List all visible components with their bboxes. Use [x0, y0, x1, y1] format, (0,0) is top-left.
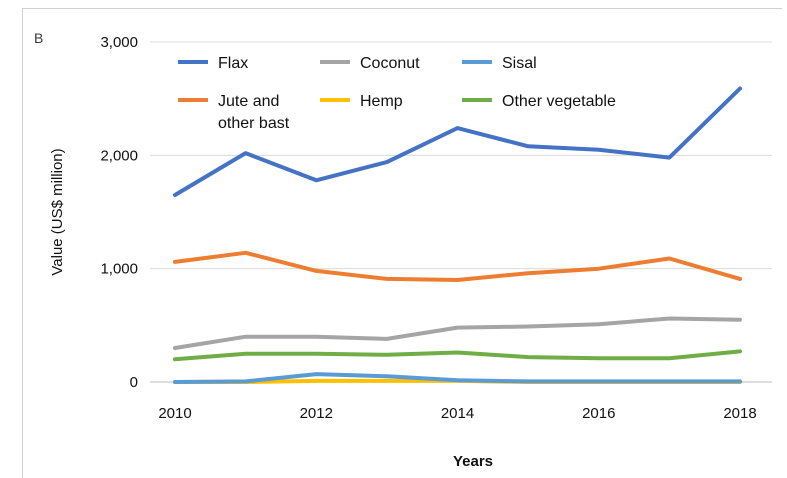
legend-label: Other vegetable — [502, 93, 616, 110]
series-line-jute-and-other-bast — [173, 250, 742, 282]
x-axis-ticks: 2010 2012 2014 2016 2018 — [158, 405, 756, 422]
x-tick-label: 2010 — [158, 405, 191, 422]
frame-left-border — [22, 8, 23, 478]
x-tick-label: 2018 — [723, 405, 756, 422]
x-axis-label: Years — [453, 453, 493, 469]
legend-label: Hemp — [360, 93, 403, 110]
x-tick-label: 2016 — [582, 405, 615, 422]
x-tick-label: 2012 — [300, 405, 333, 422]
series-line-flax — [173, 86, 742, 197]
frame-top-border — [22, 8, 782, 9]
y-tick-label: 0 — [130, 374, 138, 391]
panel-label: B — [34, 30, 44, 46]
legend-label: Sisal — [502, 55, 537, 72]
legend-label: Coconut — [360, 55, 420, 72]
series-line-sisal — [173, 372, 742, 384]
series-line-other-vegetable — [173, 349, 742, 362]
y-axis-label: Value (US$ million) — [49, 148, 66, 275]
legend-label: Jute and other bast — [218, 93, 290, 132]
y-axis-ticks: 0 1,000 2,000 3,000 — [100, 34, 138, 391]
series-line-coconut — [173, 316, 742, 350]
x-tick-label: 2014 — [441, 405, 474, 422]
legend: Flax Coconut Sisal Jute and other bast Hemp Ot… — [178, 55, 616, 132]
y-tick-label: 2,000 — [100, 147, 138, 164]
y-tick-label: 3,000 — [100, 34, 138, 51]
legend-label: Flax — [218, 55, 248, 72]
y-tick-label: 1,000 — [100, 261, 138, 278]
series-lines — [173, 86, 742, 384]
